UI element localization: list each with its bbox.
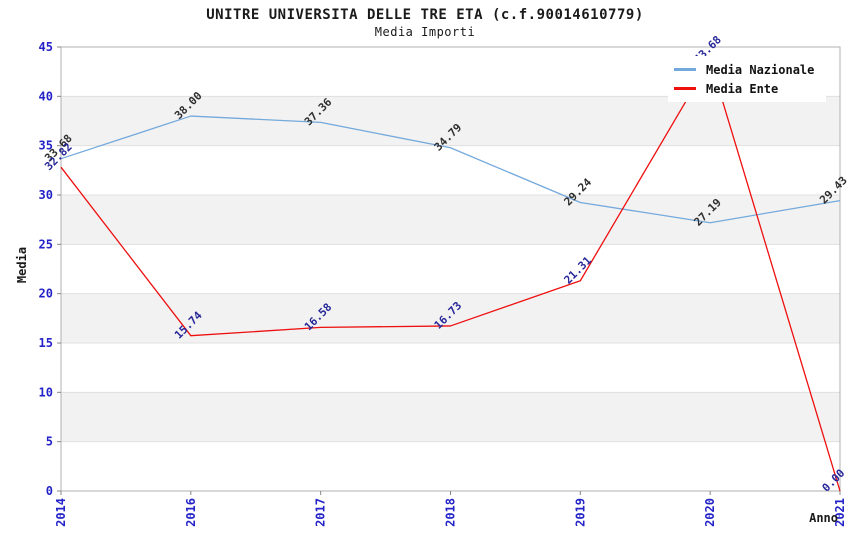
- x-tick-label: 2018: [444, 498, 458, 527]
- chart-title: UNITRE UNIVERSITA DELLE TRE ETA (c.f.900…: [206, 7, 644, 23]
- x-tick-label: 2016: [184, 498, 198, 527]
- y-tick-label: 45: [39, 40, 53, 54]
- tick-marks: [57, 46, 841, 495]
- y-tick-label: 25: [39, 237, 53, 251]
- x-tick-labels: 2014 2016 2017 2018 2019 2020 2021: [54, 498, 847, 527]
- series-line-media-nazionale: [60, 115, 841, 224]
- legend-swatch-icon: [674, 68, 696, 71]
- x-tick-label: 2017: [314, 498, 328, 527]
- x-tick-label: 2019: [573, 498, 587, 527]
- y-tick-label: 5: [46, 435, 53, 449]
- legend-item: Media Nazionale: [674, 60, 820, 79]
- y-tick-label: 15: [39, 336, 53, 350]
- x-axis-label: Anno: [809, 511, 838, 525]
- data-label: 0.00: [820, 467, 848, 495]
- legend: Media Nazionale Media Ente: [668, 56, 826, 102]
- y-tick-labels: 0 5 10 15 20 25 30 35 40 45: [39, 40, 53, 498]
- x-tick-label: 2020: [703, 498, 717, 527]
- legend-label: Media Nazionale: [706, 62, 815, 77]
- y-tick-label: 30: [39, 188, 53, 202]
- x-tick-label: 2021: [833, 498, 847, 527]
- y-axis-label: Media: [15, 246, 29, 284]
- chart-subtitle: Media Importi: [374, 25, 476, 39]
- y-tick-label: 35: [39, 139, 53, 153]
- y-tick-label: 10: [39, 385, 53, 399]
- grid-bands: [61, 96, 840, 442]
- y-tick-label: 20: [39, 287, 53, 301]
- legend-label: Media Ente: [706, 81, 779, 96]
- y-tick-label: 0: [46, 484, 53, 498]
- x-tick-label: 2014: [54, 498, 68, 527]
- y-tick-label: 40: [39, 89, 53, 103]
- legend-item: Media Ente: [674, 79, 820, 98]
- legend-swatch-icon: [674, 87, 696, 90]
